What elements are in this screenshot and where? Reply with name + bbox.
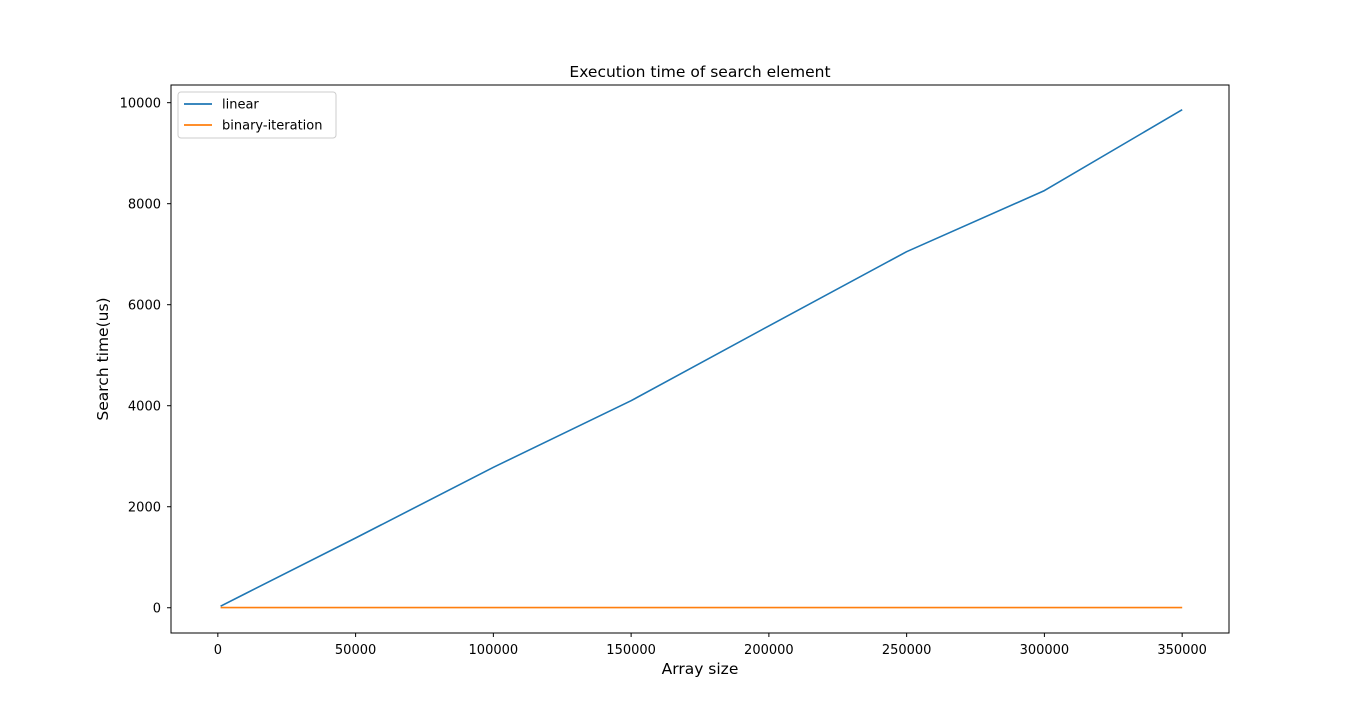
y-tick-label: 10000: [120, 97, 161, 112]
y-tick-label: 2000: [128, 501, 161, 516]
y-axis-ticks: 0 2000 4000 6000 8000 10000: [120, 97, 171, 617]
x-tick-label: 300000: [1020, 643, 1070, 658]
legend: linear binary-iteration: [177, 91, 337, 139]
legend-box: [177, 91, 337, 139]
x-tick-label: 50000: [335, 643, 376, 658]
x-tick-label: 350000: [1157, 643, 1207, 658]
y-tick-label: 6000: [128, 299, 161, 314]
plot-content: [220, 109, 1183, 609]
y-tick-label: 4000: [128, 400, 161, 415]
x-tick-label: 100000: [469, 643, 519, 658]
legend-label-binary-iteration: binary-iteration: [222, 119, 323, 134]
y-tick-label: 0: [153, 602, 161, 617]
x-axis-ticks: 0 50000 100000 150000 200000 250000 300000 3500…: [214, 633, 1207, 658]
x-tick-label: 200000: [744, 643, 794, 658]
x-tick-label: 150000: [606, 643, 656, 658]
plot-frame: [170, 84, 1230, 634]
x-tick-label: 250000: [882, 643, 932, 658]
y-tick-label: 8000: [128, 198, 161, 213]
chart-title: Execution time of search element: [569, 63, 830, 81]
legend-label-linear: linear: [222, 98, 259, 113]
series-line-linear: [220, 109, 1183, 607]
x-axis-title: Array size: [662, 660, 739, 678]
x-tick-label: 0: [214, 643, 222, 658]
y-axis-title: Search time(us): [94, 297, 112, 420]
